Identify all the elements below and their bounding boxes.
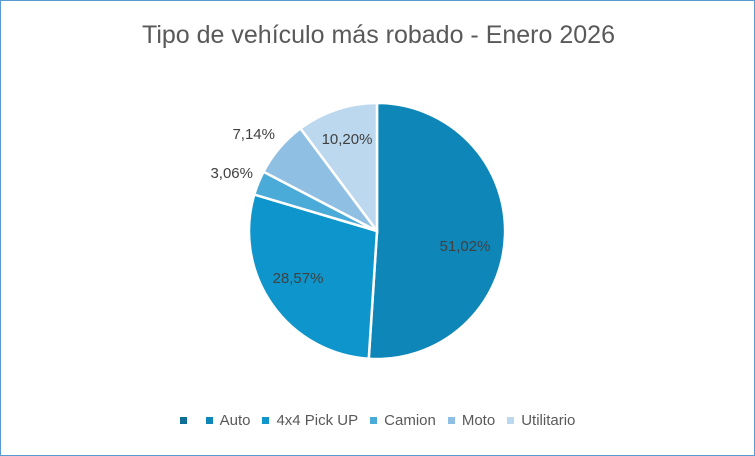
- legend-item: Auto: [205, 412, 251, 429]
- legend-swatch: [179, 417, 187, 424]
- legend-swatch: [507, 417, 515, 424]
- legend-swatch: [447, 417, 455, 424]
- legend-label: Auto: [219, 412, 251, 429]
- pie-slice-utilitario: [298, 101, 379, 235]
- data-label-utilitario: 10,20%: [322, 131, 373, 148]
- data-label-4x4-pick-up: 28,57%: [273, 270, 324, 287]
- chart-legend: Auto 4x4 Pick UP Camion Moto Utilitario: [0, 412, 755, 429]
- data-label-camion: 3,06%: [210, 165, 253, 182]
- legend-label: 4x4 Pick UP: [276, 412, 359, 429]
- legend-item: [179, 417, 194, 424]
- chart-title: Tipo de vehículo más robado - Enero 2026: [142, 21, 615, 49]
- pie-slice-auto: [367, 101, 507, 361]
- legend-label: Utilitario: [521, 412, 576, 429]
- legend-label: Camion: [384, 412, 436, 429]
- data-label-auto: 51,02%: [440, 238, 491, 255]
- legend-swatch: [262, 417, 270, 424]
- legend-swatch: [205, 417, 213, 424]
- legend-label: Moto: [461, 412, 496, 429]
- data-label-moto: 7,14%: [232, 126, 275, 143]
- legend-item: Camion: [370, 412, 436, 429]
- legend-item: Moto: [447, 412, 496, 429]
- pie-slice-4x4-pick-up: [247, 192, 379, 361]
- legend-item: Utilitario: [507, 412, 575, 429]
- legend-swatch: [370, 417, 378, 424]
- legend-item: 4x4 Pick UP: [262, 412, 358, 429]
